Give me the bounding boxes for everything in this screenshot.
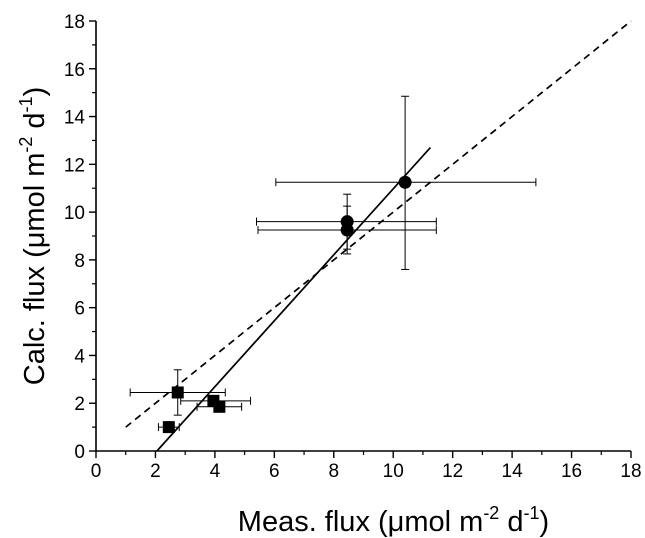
x-tick-label: 4: [210, 461, 221, 482]
y-tick-label: 8: [74, 251, 85, 272]
square-marker: [162, 421, 175, 434]
x-tick-label: 6: [269, 461, 280, 482]
square-marker: [171, 386, 184, 399]
y-axis-title: Calc. flux (μmol m-2 d-1): [16, 87, 51, 386]
y-tick-label: 10: [64, 203, 85, 224]
y-tick-label: 14: [64, 108, 86, 129]
y-tick-label: 2: [74, 394, 85, 415]
y-tick-label: 18: [64, 12, 85, 33]
x-tick-label: 10: [383, 461, 404, 482]
fit-lines: [125, 20, 632, 452]
y-tick-label: 6: [74, 299, 85, 320]
y-tick-label: 12: [64, 155, 85, 176]
circle-marker: [340, 223, 354, 237]
x-tick-label: 14: [502, 461, 524, 482]
x-tick-label: 18: [620, 461, 641, 482]
x-tick-label: 8: [328, 461, 339, 482]
tick-labels: 0 2 4 6 8 10 12 14 16 18 0 2 4 6 8 10 12 14 16 18: [64, 12, 642, 482]
x-tick-label: 2: [150, 461, 161, 482]
data-markers: [162, 175, 412, 434]
axes: [89, 20, 632, 458]
regression-solid-line: [156, 147, 432, 452]
y-tick-label: 4: [74, 346, 85, 367]
one-to-one-dashed-line: [125, 20, 632, 428]
x-tick-label: 16: [561, 461, 582, 482]
square-marker: [213, 400, 226, 413]
x-tick-label: 0: [91, 461, 102, 482]
circle-marker: [398, 175, 412, 189]
y-tick-label: 0: [74, 442, 85, 463]
y-tick-label: 16: [64, 60, 85, 81]
x-tick-label: 12: [442, 461, 463, 482]
x-axis-title: Meas. flux (μmol m-2 d-1): [238, 503, 549, 538]
